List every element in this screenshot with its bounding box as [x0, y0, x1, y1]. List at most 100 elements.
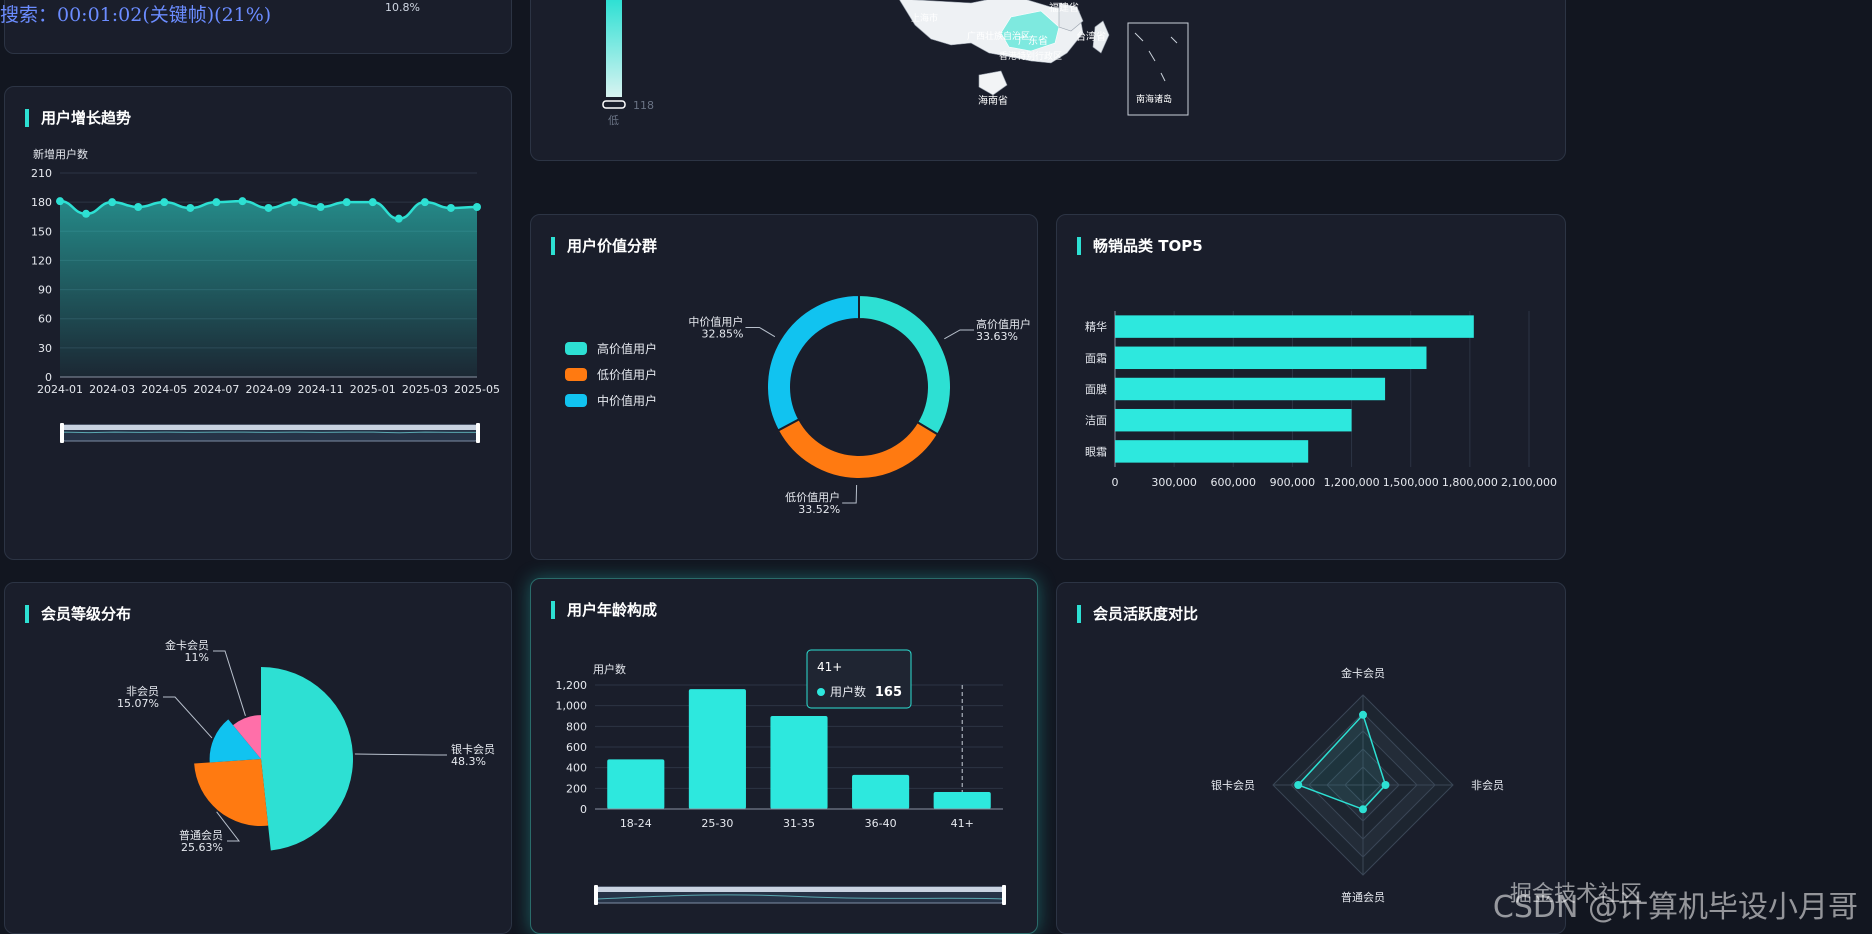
value-slice-0: [858, 293, 952, 436]
growth-ytick: 0: [45, 371, 52, 384]
age-category-2: 31-35: [783, 817, 815, 830]
top5-chart: 0 300,000 600,000 900,000 1,200,000 1,500,000…: [1085, 311, 1557, 489]
age-tooltip-box: [806, 649, 912, 709]
growth-xtick: 2025-01: [350, 383, 396, 396]
map-fujian[interactable]: [1058, 2, 1084, 32]
top5-bar-3: [1115, 408, 1352, 432]
radar-indicator-2: 普通会员: [1341, 890, 1385, 904]
value-label-line-0: [944, 329, 974, 340]
value-label-name-2: 中价值用户: [688, 314, 743, 328]
visualmap-handle[interactable]: [602, 100, 626, 109]
growth-point: [264, 203, 273, 212]
member-slice-1: [194, 759, 269, 827]
value-segment-title: 用户价值分群: [551, 237, 657, 255]
value-label-pct-1: 33.52%: [798, 503, 840, 516]
growth-ytick: 210: [31, 167, 52, 180]
top5-bar-2: [1115, 377, 1386, 401]
growth-point: [394, 214, 403, 223]
map-label-fujian: 福建省: [1049, 1, 1079, 14]
member-label-name-1: 普通会员: [179, 828, 223, 842]
age-category-3: 36-40: [865, 817, 897, 830]
top5-bar-1: [1115, 346, 1427, 370]
growth-datazoom-top: [63, 425, 477, 430]
age-title: 用户年龄构成: [551, 601, 657, 619]
age-ytick: 400: [566, 762, 587, 775]
value-label-pct-0: 33.63%: [976, 330, 1018, 343]
radar-indicator-3: 银卡会员: [1211, 778, 1255, 792]
top5-xtick: 1,200,000: [1324, 476, 1380, 489]
growth-point: [108, 198, 117, 207]
map-label-hongkong: 香港特别行政区: [999, 50, 1062, 62]
age-bar-2: [770, 716, 828, 809]
value-segment-panel: 用户价值分群 高价值用户 33.63% 低价值用户 33.52% 中价值用户 32.85%…: [530, 214, 1038, 560]
growth-point: [316, 203, 325, 211]
value-label-pct-2: 32.85%: [701, 327, 743, 340]
radar-indicator-1: 非会员: [1471, 779, 1504, 792]
growth-point: [342, 198, 351, 207]
growth-title: 用户增长趋势: [25, 109, 131, 127]
age-category-4: 41+: [951, 817, 974, 830]
member-level-panel: 会员等级分布 银卡会员 48.3% 普通会员 25.63% 非会员 15.07% 金卡会员 1…: [4, 582, 512, 934]
member-label-line-3: [213, 650, 246, 716]
member-label-pct-1: 25.63%: [181, 841, 223, 854]
watermark: CSDN @计算机毕设小月哥: [1492, 890, 1858, 925]
value-legend-swatch-1: [565, 368, 587, 381]
map-guangdong[interactable]: [1000, 10, 1060, 52]
growth-point: [134, 203, 143, 211]
top5-category-3: 洁面: [1085, 414, 1107, 427]
value-legend-swatch-0: [565, 342, 587, 355]
growth-datazoom-line: [62, 431, 478, 437]
growth-xtick: 2025-03: [402, 383, 448, 396]
map-panel: 低 118 福建省 广东省 台湾省 海南省 南海诸岛 广西壮族自治区 香港特别行…: [530, 0, 1566, 161]
age-datazoom-handle-left: [594, 885, 598, 905]
age-category-0: 18-24: [620, 817, 652, 830]
top5-bar-4: [1115, 440, 1309, 463]
age-bar-1: [688, 689, 746, 809]
top5-xtick: 2,100,000: [1501, 476, 1557, 489]
map-hainan[interactable]: [978, 70, 1008, 96]
age-ytick: 800: [566, 720, 587, 733]
fragment-value: 10.8%: [385, 1, 420, 14]
map-label-shanghai: 上海市: [911, 12, 938, 24]
growth-point: [473, 203, 481, 211]
growth-xtick: 2025-05: [454, 383, 500, 396]
age-bar-4: [933, 791, 991, 809]
value-label-line-2: [745, 326, 776, 338]
growth-xtick: 2024-07: [193, 383, 239, 396]
growth-panel: 用户增长趋势 新增用户数 0 30 60 90 120 150 180 210 2024-01 20…: [4, 86, 512, 560]
member-label-pct-3: 11%: [185, 651, 209, 664]
growth-chart: 新增用户数 0 30 60 90 120 150 180 210 2024-01 2024-03 20…: [31, 147, 500, 443]
growth-xtick: 2024-01: [37, 383, 83, 396]
visualmap-bar: [606, 0, 622, 97]
growth-xtick: 2024-09: [246, 383, 292, 396]
member-label-pct-0: 48.3%: [451, 755, 486, 768]
age-panel: 用户年龄构成 用户数 0 200 400 600 800 1,000 1,200 18-24 25…: [530, 578, 1038, 934]
map-taiwan[interactable]: [1092, 20, 1110, 54]
growth-ytick: 30: [38, 342, 52, 355]
age-tooltip-title: 41+: [817, 660, 842, 674]
value-legend-label-2: 中价值用户: [597, 393, 657, 408]
growth-xtick: 2024-03: [89, 383, 135, 396]
age-ytick: 0: [580, 803, 587, 816]
member-label-line-1: [216, 811, 241, 842]
age-datazoom-line: [596, 894, 1004, 900]
top5-panel: 畅销品类 TOP5 0 300,000 600,000 900,000 1,200,00…: [1056, 214, 1566, 560]
growth-point: [212, 198, 221, 207]
watermark-overlay: 掘金技术社区: [1509, 882, 1642, 907]
top5-category-2: 面膜: [1085, 383, 1107, 396]
growth-datazoom-handle-left: [60, 423, 64, 443]
value-label-name-0: 高价值用户: [976, 317, 1031, 331]
growth-ytick: 180: [31, 196, 52, 209]
growth-point: [290, 198, 299, 207]
age-ytick: 1,200: [556, 679, 588, 692]
growth-point: [368, 198, 377, 207]
member-label-line-0: [354, 753, 447, 756]
member-slice-2: [209, 719, 261, 763]
radar-point-2: [1359, 805, 1367, 814]
top5-xtick: 1,500,000: [1383, 476, 1439, 489]
age-bar-3: [852, 774, 910, 809]
map-svg: 低 118 福建省 广东省 台湾省 海南省 南海诸岛 广西壮族自治区 香港特别行…: [602, 0, 1189, 127]
member-label-name-3: 金卡会员: [165, 638, 209, 652]
value-legend-label-1: 低价值用户: [597, 367, 657, 382]
